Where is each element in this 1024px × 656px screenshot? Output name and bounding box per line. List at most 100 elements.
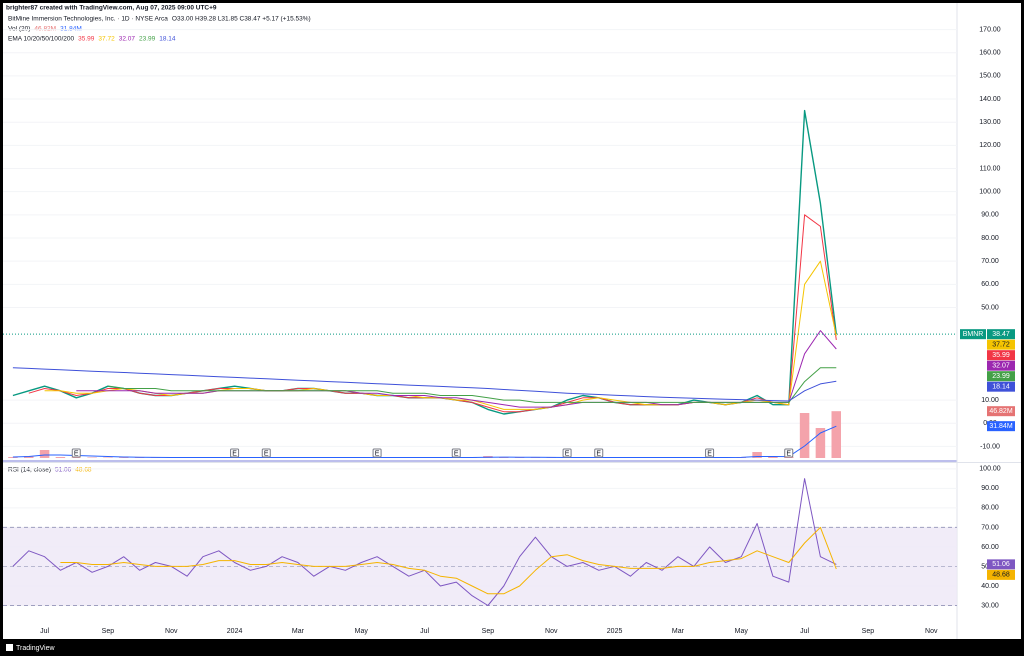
- event-marker: [230, 448, 240, 458]
- volume-bar: [134, 457, 145, 458]
- value-badge-label: 18.14: [992, 384, 1010, 391]
- y-tick-label: 10.00: [981, 397, 999, 404]
- value-badge-label: 32.07: [992, 363, 1010, 370]
- y-tick-label: 150.00: [979, 73, 1001, 80]
- value-badge: [987, 371, 1015, 382]
- volume-bar: [768, 457, 778, 458]
- x-tick-label: Mar: [292, 628, 305, 635]
- volume-bar: [39, 450, 50, 458]
- ema-legend: EMA 10/20/50/100/200: [8, 36, 75, 43]
- event-label: E: [596, 450, 601, 457]
- volume-bar: [103, 457, 113, 458]
- rsi-legend: RSI (14, close): [8, 467, 51, 474]
- symbol-badge: [960, 329, 986, 340]
- event-marker: [261, 448, 271, 458]
- event-label: E: [74, 450, 79, 457]
- volume-bar: [799, 413, 810, 458]
- ema-line: [107, 367, 837, 403]
- x-tick-label: May: [355, 628, 369, 635]
- value-badge-label: 23.99: [992, 373, 1010, 380]
- event-label: E: [707, 450, 712, 457]
- event-label: E: [565, 450, 570, 457]
- event-marker: [372, 448, 382, 458]
- y-tick-label: 160.00: [979, 50, 1001, 57]
- ema-value: 37.72: [98, 36, 115, 43]
- footer-brand: TradingView: [16, 645, 55, 652]
- y-tick-label: 120.00: [979, 142, 1001, 149]
- value-badge: [987, 406, 1015, 417]
- event-label: E: [786, 450, 791, 457]
- symbol-label: BMNR: [963, 331, 984, 338]
- value-badge-label: 51.06: [992, 561, 1010, 568]
- volume-bar: [815, 428, 826, 458]
- price-badge-label: 38.47: [992, 331, 1010, 338]
- volume-bar: [119, 457, 129, 458]
- event-marker: [705, 448, 715, 458]
- x-tick-label: Jul: [40, 628, 49, 635]
- ohlc-values: O33.00 H39.28 L31.85 C38.47 +5.17 (+15.5…: [172, 16, 311, 23]
- rsi-tick-label: 90.00: [981, 485, 999, 492]
- rsi-tick-label: 60.00: [981, 544, 999, 551]
- ema-value: 32.07: [119, 36, 136, 43]
- x-tick-label: Sep: [862, 628, 875, 635]
- y-tick-label: 70.00: [981, 258, 999, 265]
- x-tick-label: Sep: [482, 628, 495, 635]
- value-badge: [987, 559, 1015, 570]
- y-tick-label: -10.00: [980, 443, 1000, 450]
- value-badge: [987, 569, 1015, 580]
- x-tick-label: Jul: [800, 628, 809, 635]
- value-badge-label: 37.72: [992, 342, 1010, 349]
- volume-bar: [831, 411, 841, 458]
- volume-bar: [71, 457, 81, 458]
- event-marker: [562, 448, 572, 458]
- y-tick-label: 170.00: [979, 26, 1001, 33]
- x-tick-label: 2024: [227, 628, 243, 635]
- x-tick-label: Nov: [925, 628, 938, 635]
- event-marker: [594, 448, 604, 458]
- event-marker: [451, 448, 461, 458]
- ema-line: [12, 367, 837, 402]
- volume-bar: [55, 457, 66, 458]
- volume-bar: [8, 457, 18, 458]
- rsi-tick-label: 80.00: [981, 505, 999, 512]
- volume-bar: [514, 457, 525, 458]
- event-marker: [71, 448, 81, 458]
- symbol-title: BitMine Immersion Technologies, Inc. · 1…: [8, 16, 168, 23]
- rsi-value: 51.06: [55, 467, 72, 474]
- value-badge-label: 35.99: [992, 352, 1010, 359]
- x-tick-label: 2025: [607, 628, 623, 635]
- event-label: E: [454, 450, 459, 457]
- value-badge-label: 31.84M: [989, 423, 1013, 430]
- credit: brighter87 created with TradingView.com,…: [6, 5, 217, 12]
- price-badge: [987, 329, 1015, 340]
- y-tick-label: 110.00: [980, 165, 1001, 172]
- rsi-tick-label: 40.00: [981, 583, 999, 590]
- value-badge: [987, 339, 1015, 350]
- x-tick-label: Jul: [420, 628, 429, 635]
- rsi-tick-label: 30.00: [981, 602, 999, 609]
- y-tick-label: 90.00: [981, 212, 999, 219]
- value-badge-label: 46.82M: [989, 408, 1013, 415]
- volume-bar: [87, 457, 97, 458]
- volume-bar: [752, 452, 762, 458]
- event-label: E: [375, 450, 380, 457]
- ema-value: 35.99: [78, 36, 95, 43]
- ema-value: 18.14: [159, 36, 176, 43]
- rsi-tick-label: 70.00: [981, 524, 999, 531]
- y-tick-label: 50.00: [981, 304, 999, 311]
- value-badge: [987, 360, 1015, 371]
- event-marker: [784, 448, 794, 458]
- x-tick-label: Nov: [165, 628, 178, 635]
- x-tick-label: Nov: [545, 628, 558, 635]
- rsi-value: 48.68: [75, 467, 92, 474]
- rsi-ma-line: [60, 526, 837, 595]
- volume-ma-line: [12, 425, 837, 458]
- value-badge: [987, 421, 1015, 432]
- ema-value: 23.99: [139, 36, 156, 43]
- y-tick-label: 100.00: [979, 189, 1001, 196]
- value-badge-label: 48.68: [992, 572, 1010, 579]
- y-tick-label: 80.00: [981, 235, 999, 242]
- x-tick-label: Mar: [672, 628, 685, 635]
